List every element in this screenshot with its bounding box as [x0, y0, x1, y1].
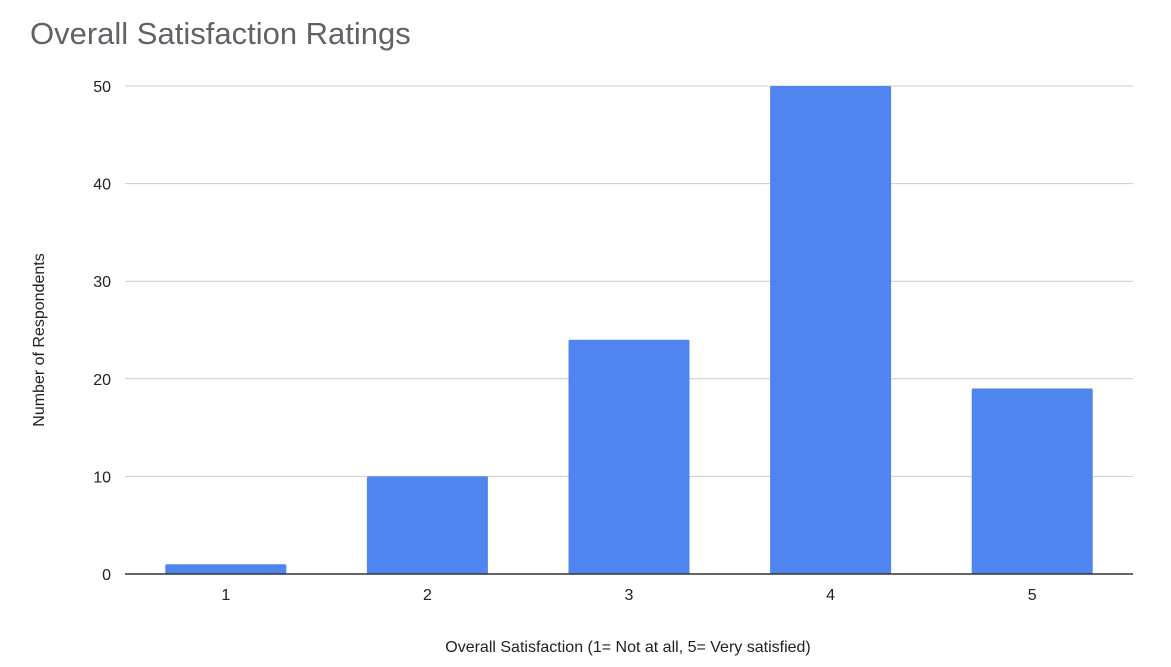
x-tick-label: 4 [826, 587, 835, 604]
y-tick-label: 30 [93, 274, 111, 291]
y-axis-title: Number of Respondents [31, 253, 48, 426]
x-tick-label: 1 [221, 587, 230, 604]
x-tick-label: 5 [1028, 587, 1037, 604]
x-tick-label: 3 [625, 587, 634, 604]
x-tick-labels: 1 2 3 4 5 [221, 587, 1036, 604]
bar-5[interactable] [971, 388, 1093, 574]
y-tick-label: 50 [93, 79, 111, 96]
bar-4[interactable] [770, 86, 892, 574]
bar-3[interactable] [568, 339, 690, 574]
x-axis-title: Overall Satisfaction (1= Not at all, 5= … [445, 639, 811, 656]
bar-1[interactable] [165, 564, 287, 574]
y-tick-label: 20 [93, 372, 111, 389]
y-tick-label: 40 [93, 177, 111, 194]
y-tick-label: 10 [93, 469, 111, 486]
y-tick-labels: 0 10 20 30 40 50 [93, 79, 111, 584]
bars [165, 86, 1093, 574]
y-tick-label: 0 [102, 567, 111, 584]
bar-2[interactable] [366, 476, 488, 574]
chart-title: Overall Satisfaction Ratings [30, 16, 411, 51]
gridlines [125, 85, 1133, 477]
x-tick-label: 2 [423, 587, 432, 604]
